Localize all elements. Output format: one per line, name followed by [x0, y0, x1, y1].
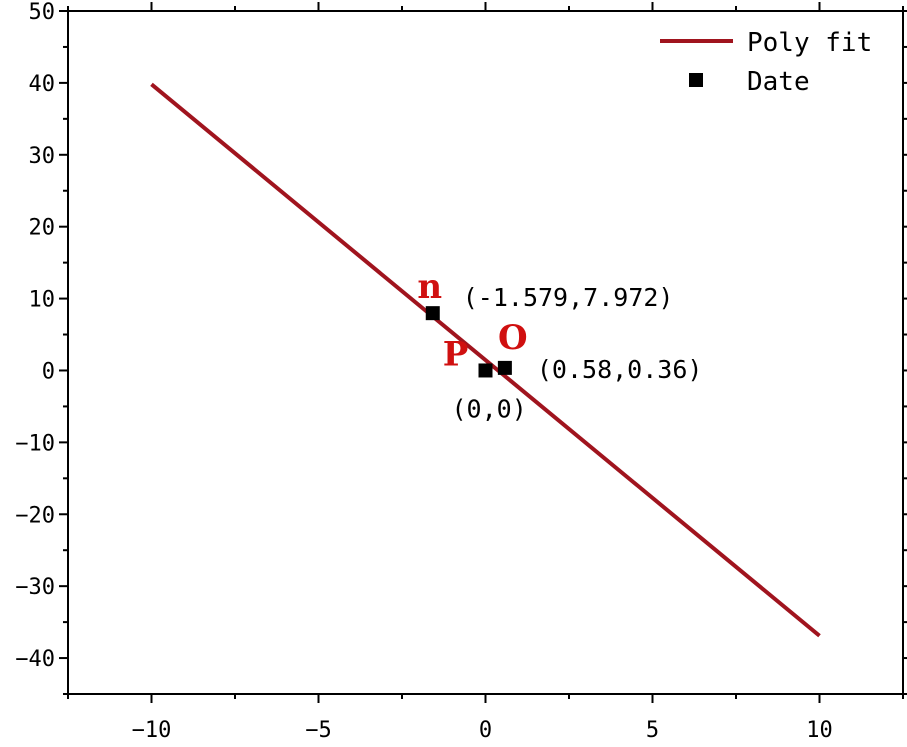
- x-tick-label: 10: [806, 718, 833, 743]
- x-tick-label: 5: [646, 718, 659, 743]
- y-tick-label: 10: [29, 288, 56, 313]
- x-tick-label: 0: [479, 718, 492, 743]
- point-letter: O: [498, 318, 528, 358]
- data-point: [425, 306, 440, 321]
- y-tick-label: 20: [29, 216, 56, 241]
- x-tick-label: −5: [305, 718, 332, 743]
- y-tick-label: 30: [29, 144, 56, 169]
- data-point: [497, 360, 512, 375]
- legend-marker-swatch: [689, 73, 703, 87]
- x-tick-label: −10: [132, 718, 172, 743]
- point-labels: (-1.579,7.972) n (0,0) P (0.58,0.36) O: [417, 267, 702, 423]
- y-tick-label: −10: [15, 431, 55, 456]
- y-tick-label: −30: [15, 575, 55, 600]
- legend-label-poly-fit: Poly fit: [747, 28, 872, 58]
- plot-frame: [67, 10, 904, 695]
- y-tick-label: −40: [15, 647, 55, 672]
- point-letter: P: [443, 334, 469, 374]
- legend: Poly fit Date: [660, 28, 872, 97]
- legend-label-date: Date: [747, 67, 810, 97]
- poly-fit-line: [150, 82, 821, 638]
- y-tick-label: −20: [15, 503, 55, 528]
- axes: −10 −5 0 5 10 −40 −30 −20 −10 0 10 20 30 40 50: [15, 0, 907, 743]
- y-tick-label: 40: [29, 72, 56, 97]
- point-label: (0,0): [452, 394, 527, 423]
- series-layer: [150, 82, 821, 638]
- point-letter: n: [417, 267, 442, 307]
- point-label: (-1.579,7.972): [463, 283, 674, 312]
- point-label: (0.58,0.36): [537, 355, 703, 384]
- y-tick-label: 50: [29, 0, 56, 25]
- data-point: [478, 363, 493, 378]
- y-tick-label: 0: [42, 359, 55, 384]
